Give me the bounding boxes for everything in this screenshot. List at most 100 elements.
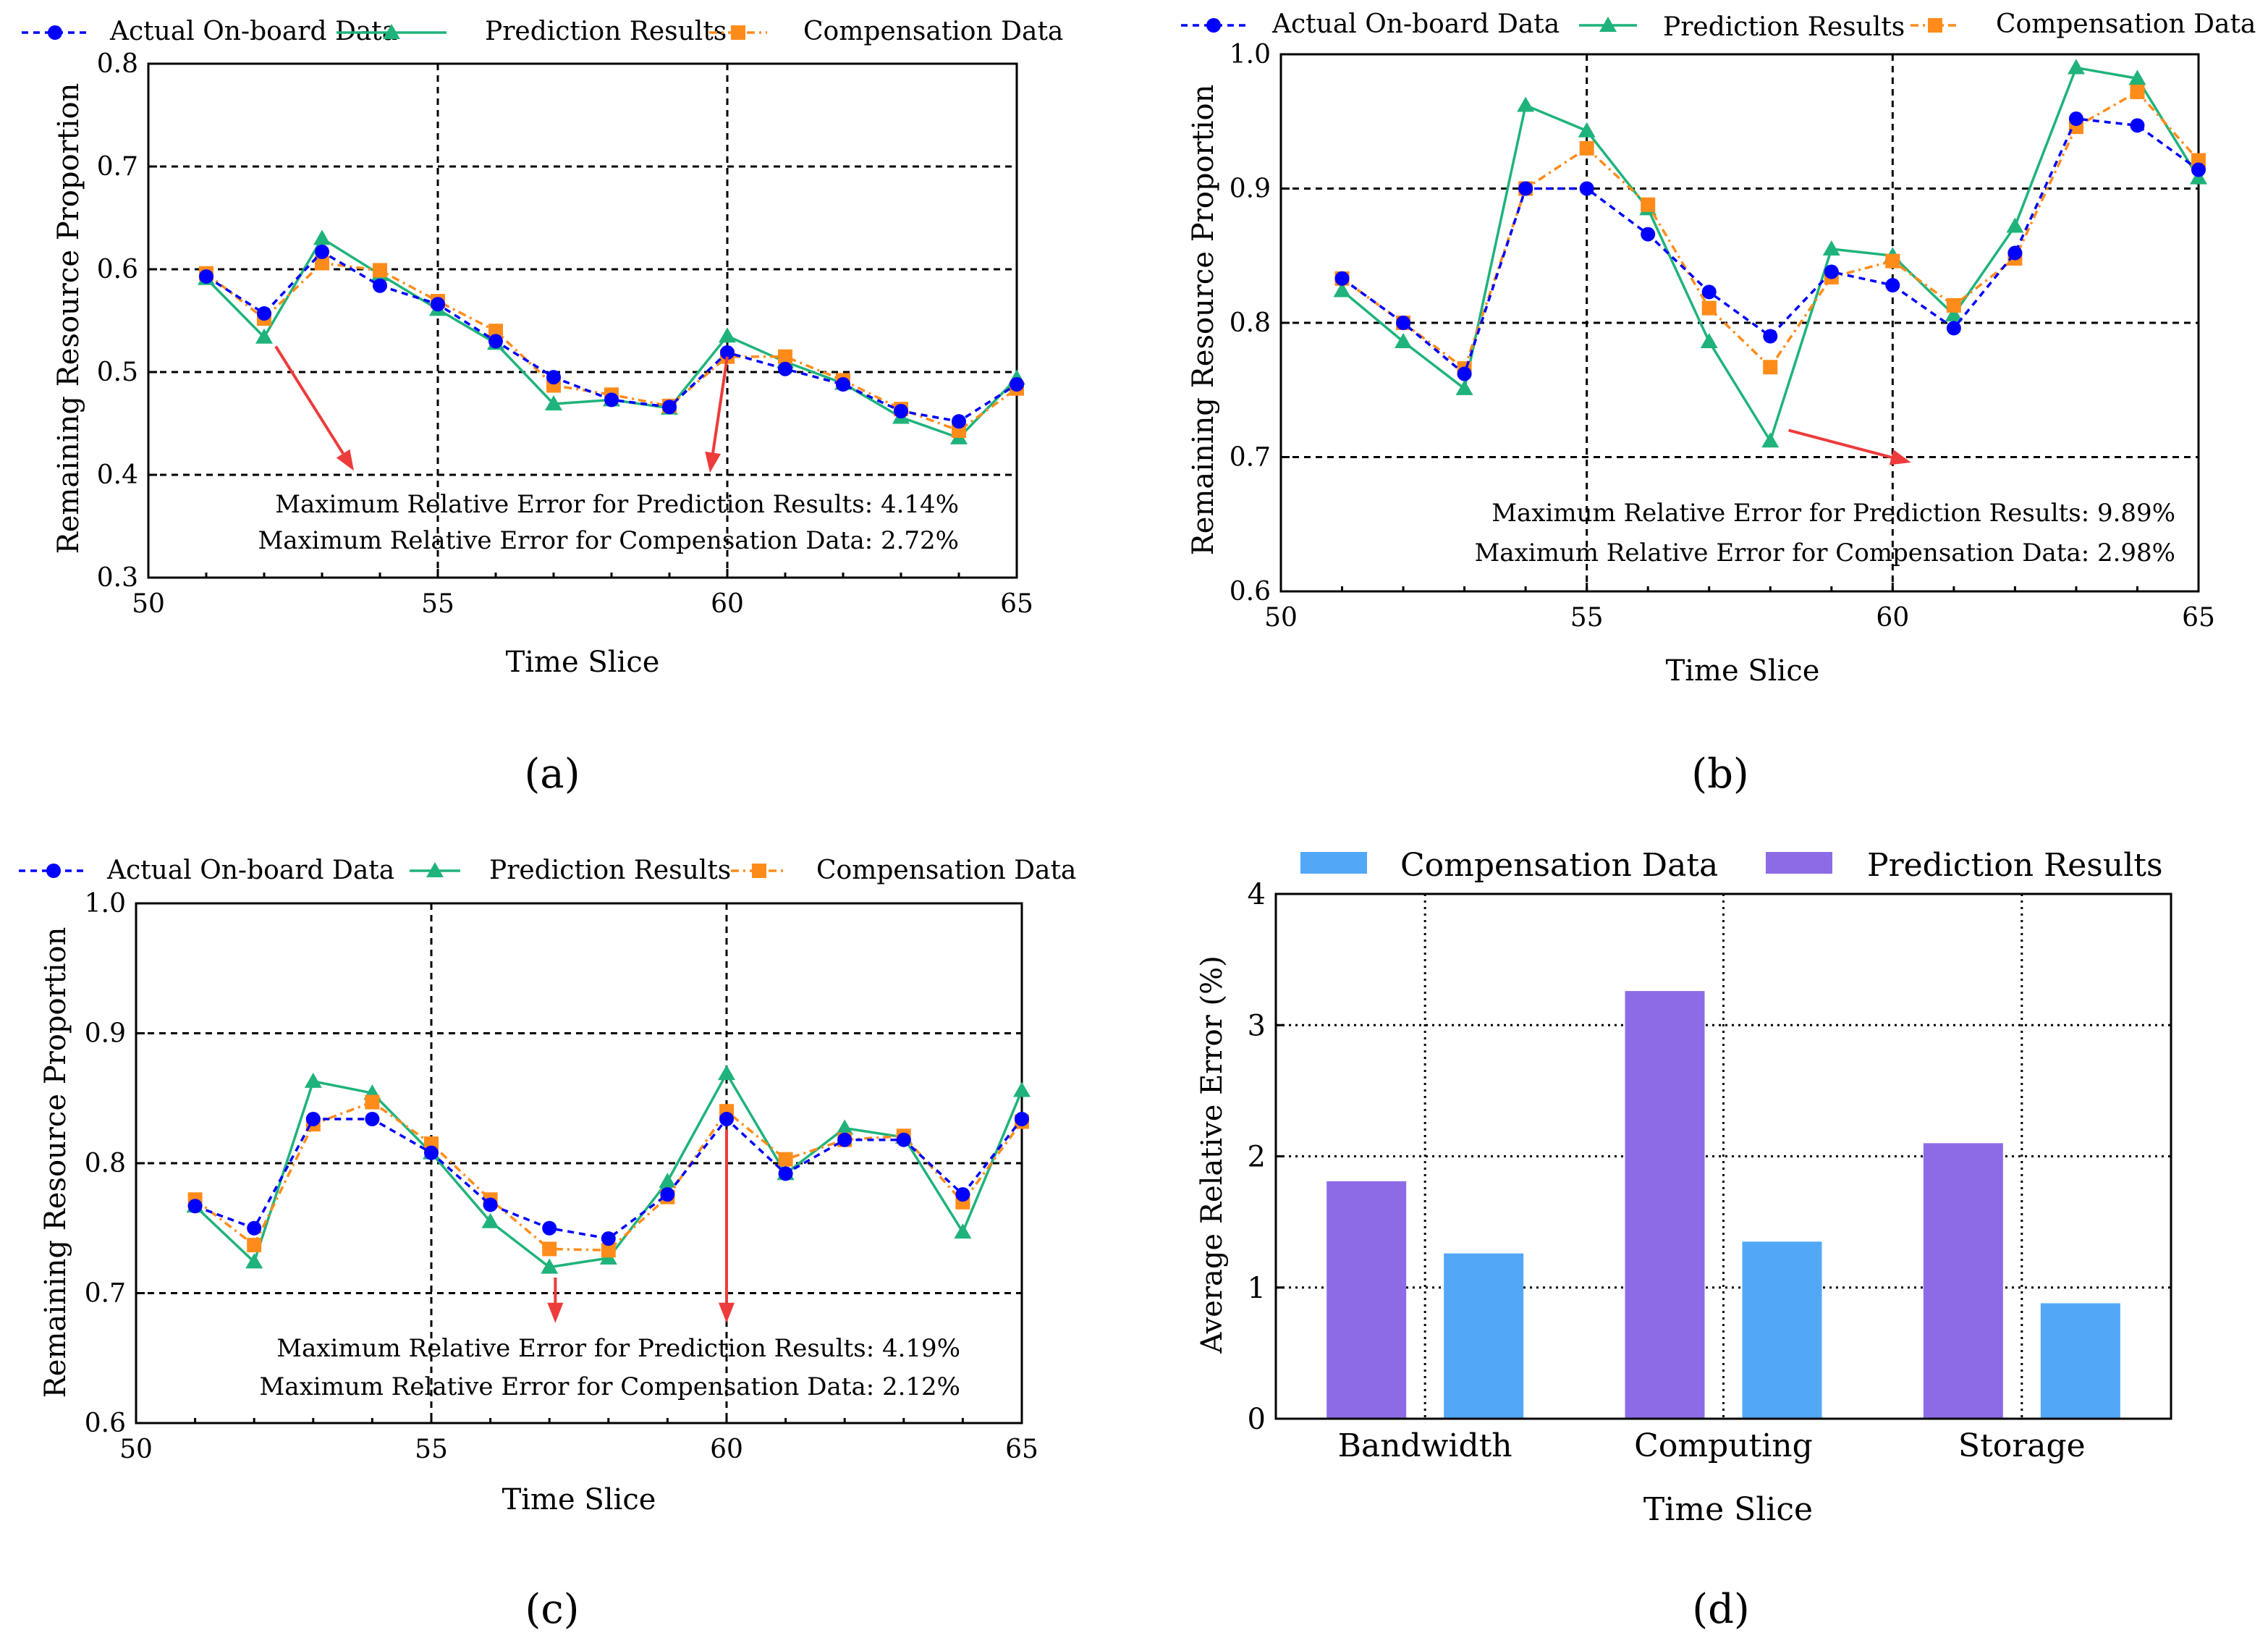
arrow-shaft [711,356,729,453]
data-point [542,1220,557,1236]
data-point [542,1241,557,1257]
plot-frame [147,62,1018,579]
legend-swatch-marker [426,862,444,877]
data-point [1013,1081,1031,1097]
y-tick-label: 1.0 [1230,40,1271,69]
data-point [720,345,735,360]
legend-swatch-marker [1599,17,1617,32]
x-tick-label: 55 [1570,603,1604,633]
y-tick-label: 0.5 [97,358,138,387]
data-point [1518,181,1533,196]
data-point [662,400,677,415]
data-point [778,1152,793,1167]
data-point [488,334,503,349]
legend-prediction-label: Prediction Results [1867,847,2163,884]
data-point [718,1065,735,1081]
data-point [304,1072,322,1088]
data-point [315,244,329,259]
legend-swatch-marker [48,25,62,40]
bar-compensation [2040,1303,2120,1419]
x-tick-label: Storage [1958,1427,2086,1464]
data-point [1579,181,1594,196]
data-point [546,370,561,385]
data-point [1015,1111,1029,1126]
data-point [481,1212,499,1228]
panel-label-d: (d) [1692,1586,1750,1633]
data-point [199,269,213,284]
y-axis-title: Average Relative Error (%) [1196,955,1229,1354]
data-point [778,349,792,364]
plot-area: 0.6 0.7 0.8 0.9 1.0 50 55 60 65 [85,889,1038,1464]
plot-area: Bandwidth Computing Storage 0 1 2 3 4 [1248,878,2172,1464]
x-tick-label: 55 [421,589,454,619]
annotation-arrow [547,1277,564,1323]
data-point [373,278,387,293]
y-tick-label: 0.9 [85,1019,126,1049]
data-point [778,361,792,376]
annotation-arrow [705,356,729,473]
data-point [2067,59,2085,75]
x-axis-title: Time Slice [1643,1491,1813,1528]
y-axis-title: Remaining Resource Proportion [52,83,85,554]
annotation-compensation-error: Maximum Relative Error for Compensation … [1474,539,2175,567]
annotation-prediction-error: Maximum Relative Error for Prediction Re… [275,490,959,519]
data-point [431,297,445,312]
data-point [1701,284,1717,300]
bar-compensation [1742,1241,1822,1419]
data-point [1761,432,1780,448]
annotation-compensation-error: Maximum Relative Error for Compensation … [258,526,959,555]
legend-swatch-compensation [1300,852,1367,874]
data-point [894,403,908,418]
x-tick-label: 65 [1000,589,1033,619]
data-point [659,1173,677,1189]
plot-area: 0.6 0.7 0.8 0.9 1.0 50 55 60 65 [1230,40,2215,633]
data-point [541,1258,559,1274]
x-tick-label: 55 [415,1435,448,1464]
legend-swatch-marker [46,864,61,878]
legend-prediction-label: Prediction Results [1663,12,1905,42]
data-point [1700,332,1718,348]
legend-swatch-marker [731,25,745,40]
data-point [365,1111,380,1126]
data-point [1455,379,1473,395]
y-tick-label: 0.6 [97,255,138,284]
data-point [836,1119,854,1135]
data-point [2068,111,2083,127]
legend-compensation-label: Compensation Data [1996,9,2256,39]
y-tick-label: 0.8 [1230,308,1271,338]
series-line [205,261,1018,432]
x-tick-label: 60 [710,1435,743,1464]
data-point [315,256,329,271]
x-tick-label: 50 [132,589,165,619]
y-tick-label: 4 [1248,878,1266,911]
arrow-head [547,1302,564,1323]
data-point [778,1166,793,1181]
annotation-arrow [1788,429,1911,465]
data-point [1946,321,1961,336]
data-point [1885,253,1900,269]
data-point [1763,360,1778,375]
x-tick-label: Bandwidth [1338,1427,1512,1464]
y-tick-label: 2 [1248,1141,1266,1174]
data-point [1333,282,1351,297]
legend-prediction-label: Prediction Results [485,17,727,46]
arrow-head [719,1302,735,1323]
data-point [1579,140,1594,156]
x-axis-title: Time Slice [506,646,660,679]
y-tick-label: 0.6 [85,1409,126,1438]
legend-prediction-label: Prediction Results [489,856,731,885]
data-point [1641,197,1656,212]
data-point [719,327,736,343]
y-tick-label: 1.0 [85,889,126,919]
y-axis-title: Remaining Resource Proportion [1187,85,1220,556]
y-tick-label: 0 [1248,1403,1266,1436]
arrow-head [336,449,354,471]
plot-area: 0.3 0.4 0.5 0.6 0.7 0.8 50 55 60 65 [97,49,1033,619]
bar-prediction [1923,1143,2003,1419]
y-tick-label: 0.8 [85,1149,126,1178]
x-tick-label: 65 [1005,1435,1038,1464]
data-point [373,263,387,278]
data-point [2130,118,2145,133]
data-point [255,328,273,344]
data-point [1334,271,1350,286]
